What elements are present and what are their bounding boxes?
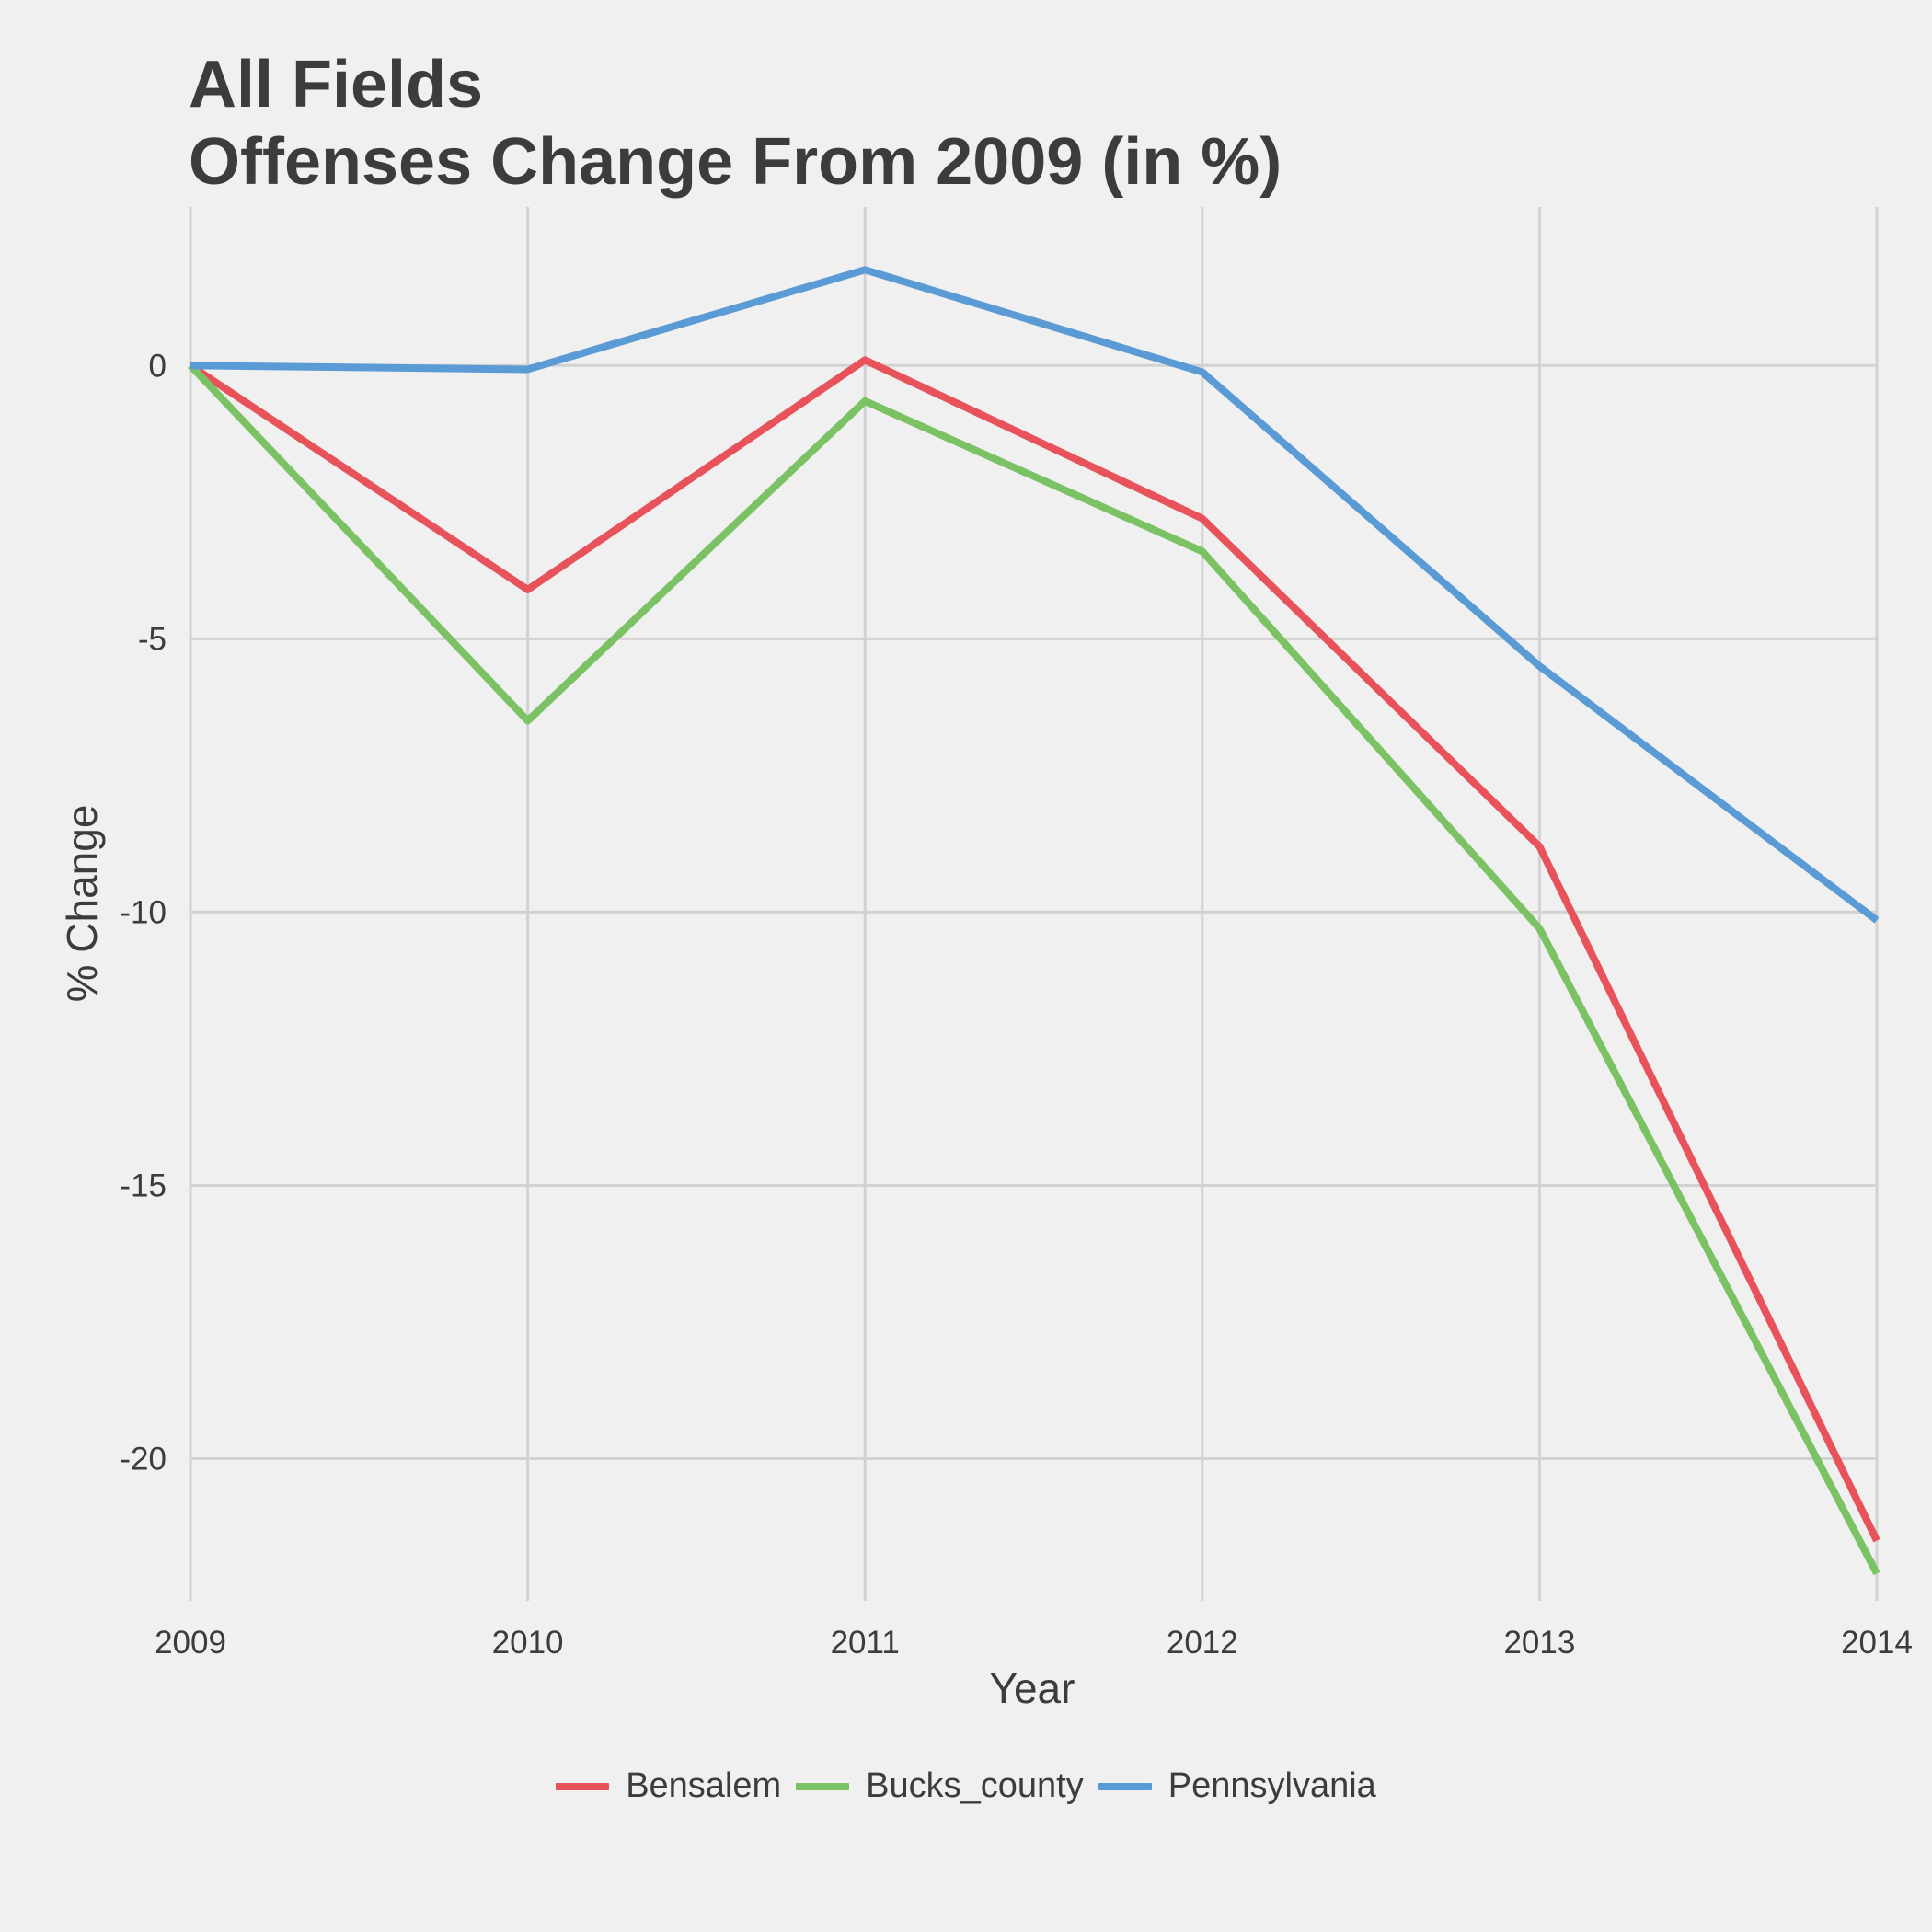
series-lines: [188, 266, 1880, 1576]
legend-item: Bensalem: [556, 1766, 781, 1806]
x-tick-label: 2012: [1167, 1625, 1238, 1661]
legend-swatch: [556, 1782, 610, 1790]
x-tick-label: 2010: [492, 1625, 564, 1661]
y-tick-label: -5: [138, 621, 167, 657]
legend-item: Pennsylvania: [1098, 1766, 1376, 1806]
chart-title-line-1: All Fields: [189, 48, 484, 121]
y-tick-label: 0: [149, 348, 167, 384]
series-line-bucks-county: [188, 362, 1880, 1576]
x-tick-label: 2009: [155, 1625, 226, 1661]
chart-title-line-2: Offenses Change From 2009 (in %): [189, 125, 1282, 199]
legend-label: Pennsylvania: [1167, 1766, 1376, 1805]
legend-swatch: [1098, 1782, 1152, 1790]
x-axis-label: Year: [990, 1664, 1075, 1712]
y-tick-label: -10: [120, 894, 167, 930]
x-tick-label: 2013: [1503, 1625, 1575, 1661]
y-tick-label: -20: [120, 1442, 167, 1478]
legend-swatch: [796, 1782, 850, 1790]
legend-label: Bensalem: [626, 1766, 782, 1805]
x-tick-label: 2011: [831, 1625, 900, 1661]
y-axis-label: % Change: [58, 805, 106, 1003]
chart-title: All Fields Offenses Change From 2009 (in…: [189, 46, 1282, 201]
tick-labels: 2009 2010 2011 2012 2013 2014 0 -5 -10 -15 -20: [120, 348, 1913, 1661]
gridlines: [189, 207, 1879, 1601]
legend-label: Bucks_county: [866, 1766, 1084, 1805]
series-line-bensalem: [188, 356, 1880, 1543]
legend: Bensalem Bucks_county Pennsylvania: [0, 1766, 1932, 1806]
legend-item: Bucks_county: [796, 1766, 1084, 1806]
y-tick-label: -15: [120, 1167, 167, 1203]
x-tick-label: 2014: [1841, 1625, 1913, 1661]
series-line-pennsylvania: [190, 266, 1880, 924]
